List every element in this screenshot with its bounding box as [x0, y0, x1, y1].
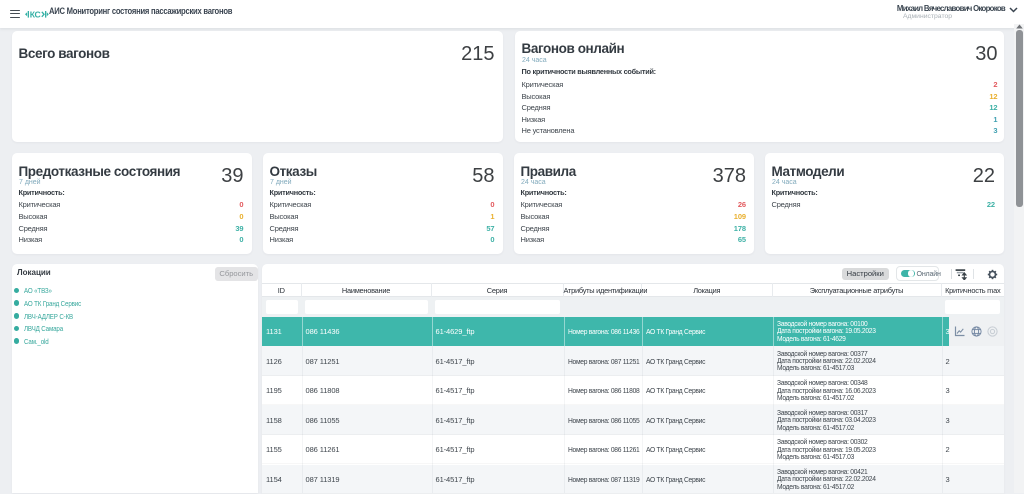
svg-text:КС: КС: [30, 9, 41, 19]
